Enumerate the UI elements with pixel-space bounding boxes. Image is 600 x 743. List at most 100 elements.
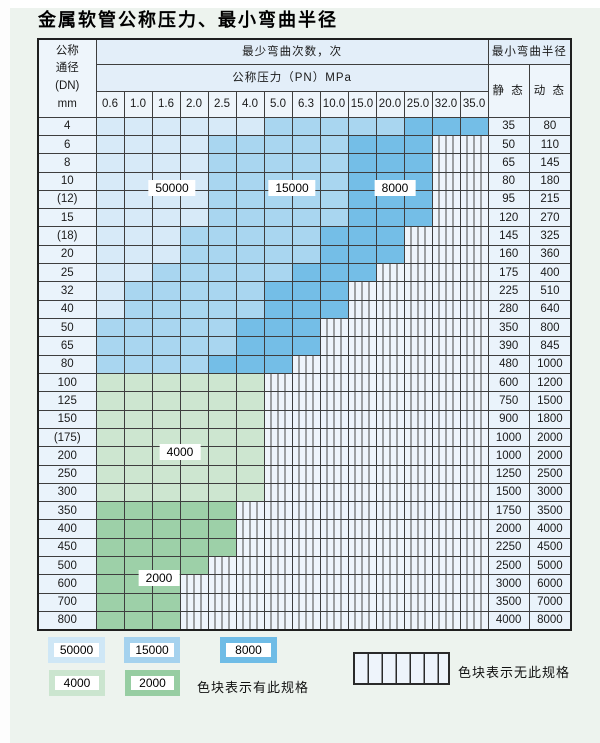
- no-spec-cell: [403, 336, 433, 356]
- legend-block-4000: 4000: [49, 670, 105, 696]
- cycle-cell: [291, 208, 321, 228]
- no-spec-cell: [347, 446, 377, 466]
- cycle-cell: [207, 354, 237, 374]
- no-spec-cell: [459, 427, 489, 448]
- static-radius-cell: 2000: [487, 519, 530, 539]
- table-row: 600 3000 6000: [37, 574, 572, 594]
- cycle-cell: [151, 208, 181, 228]
- dynamic-header: 动 态: [528, 63, 572, 118]
- dynamic-radius-cell: 2000: [528, 446, 572, 466]
- cycle-cell: [95, 537, 125, 558]
- no-spec-cell: [459, 537, 489, 558]
- cycle-cell: [95, 574, 125, 594]
- pressure-tick: 1.6: [151, 90, 181, 118]
- no-spec-cell: [319, 556, 349, 576]
- dn-cell: 600: [37, 574, 97, 594]
- cycle-cell: [347, 153, 377, 173]
- cycle-cell: [95, 464, 125, 484]
- no-spec-cell: [403, 501, 433, 521]
- no-spec-cell: [459, 391, 489, 411]
- no-spec-cell: [291, 556, 321, 576]
- cycle-cell: [179, 116, 209, 136]
- cycle-cell: [347, 263, 377, 283]
- no-spec-cell: [347, 592, 377, 613]
- no-spec-cell: [459, 611, 489, 631]
- cycle-cell: [95, 189, 125, 210]
- cycle-cell: [207, 189, 237, 210]
- pressure-tick: 2.0: [179, 90, 209, 118]
- no-spec-cell: [431, 263, 461, 283]
- cycle-cell: [291, 336, 321, 356]
- cycle-cell: [403, 134, 433, 155]
- cycle-cell: [263, 116, 293, 136]
- cycle-cell: [123, 446, 153, 466]
- cycle-cell: [207, 153, 237, 173]
- no-spec-cell: [347, 391, 377, 411]
- dynamic-radius-cell: 1800: [528, 409, 572, 429]
- no-spec-cell: [347, 299, 377, 320]
- cycle-cell: [263, 281, 293, 301]
- no-spec-cell: [347, 501, 377, 521]
- table-row: 32 225 510: [37, 281, 572, 301]
- dn-cell: 4: [37, 116, 97, 136]
- cycle-cell: [347, 171, 377, 191]
- static-header: 静 态: [487, 63, 530, 118]
- static-radius-cell: 600: [487, 372, 530, 393]
- cycle-cell: [151, 263, 181, 283]
- pressure-tick: 2.5: [207, 90, 237, 118]
- static-radius-cell: 145: [487, 226, 530, 246]
- no-spec-cell: [375, 574, 405, 594]
- cycle-cell: [95, 116, 125, 136]
- no-spec-cell: [291, 354, 321, 374]
- cycle-cell: [347, 244, 377, 265]
- cycle-cell: [123, 153, 153, 173]
- cycle-cell: [151, 592, 181, 613]
- no-spec-cell: [319, 611, 349, 631]
- cycle-cell: [207, 519, 237, 539]
- table-row: 350 1750 3500: [37, 501, 572, 521]
- no-spec-cell: [291, 446, 321, 466]
- no-spec-cell: [375, 354, 405, 374]
- no-spec-cell: [319, 391, 349, 411]
- no-spec-cell: [263, 501, 293, 521]
- no-spec-cell: [263, 574, 293, 594]
- cycle-cell: [319, 208, 349, 228]
- dynamic-radius-cell: 8000: [528, 611, 572, 631]
- no-spec-cell: [375, 482, 405, 503]
- no-spec-cell: [291, 372, 321, 393]
- table-row: 100 600 1200: [37, 372, 572, 393]
- cycle-cell: [151, 299, 181, 320]
- cycle-cell: [207, 171, 237, 191]
- dn-column-header: 公称 通径 (DN) mm: [37, 38, 97, 118]
- table-row: 65 390 845: [37, 336, 572, 356]
- no-spec-cell: [291, 537, 321, 558]
- static-radius-cell: 480: [487, 354, 530, 374]
- cycle-cell: [123, 244, 153, 265]
- cycle-cell: [123, 372, 153, 393]
- pressure-tick: 35.0: [459, 90, 489, 118]
- cycle-cell: [179, 409, 209, 429]
- cycle-cell: [403, 208, 433, 228]
- legend-has-spec-note: 色块表示有此规格: [197, 680, 310, 695]
- no-spec-cell: [263, 427, 293, 448]
- dynamic-radius-cell: 1200: [528, 372, 572, 393]
- cycle-cell: [459, 116, 489, 136]
- no-spec-cell: [403, 354, 433, 374]
- cycle-cell: [375, 116, 405, 136]
- no-spec-cell: [431, 171, 461, 191]
- cycle-cell: [207, 501, 237, 521]
- no-spec-cell: [375, 299, 405, 320]
- cycle-cell: [263, 208, 293, 228]
- table-row: 250 1250 2500: [37, 464, 572, 484]
- no-spec-cell: [459, 372, 489, 393]
- cycle-cell: [123, 263, 153, 283]
- static-radius-cell: 175: [487, 263, 530, 283]
- cycle-cell: [235, 208, 265, 228]
- no-spec-cell: [459, 482, 489, 503]
- legend-block-50000: 50000: [48, 637, 105, 663]
- static-radius-cell: 3000: [487, 574, 530, 594]
- no-spec-cell: [319, 409, 349, 429]
- pressure-tick: 32.0: [431, 90, 461, 118]
- dn-cell: 500: [37, 556, 97, 576]
- spec-table: 公称 通径 (DN) mm 最少弯曲次数，次 最小弯曲半径 公称压力（PN）MPa 静 态动 …: [37, 38, 573, 631]
